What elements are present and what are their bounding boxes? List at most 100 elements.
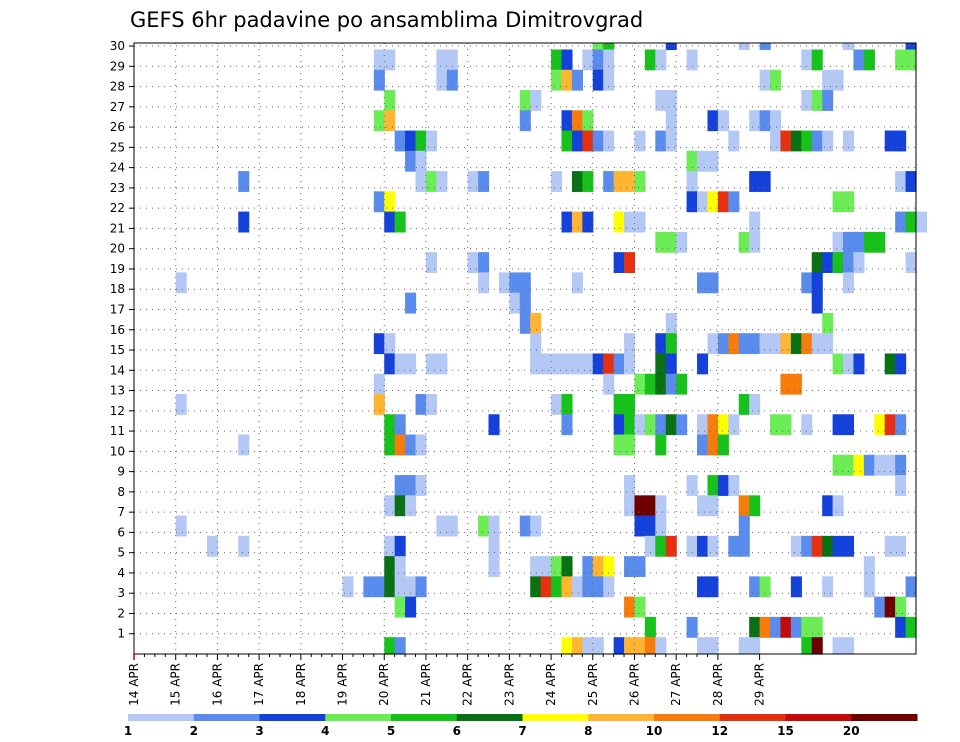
precip-cell xyxy=(749,110,761,132)
precip-cell xyxy=(759,576,771,598)
precip-cell xyxy=(582,171,594,192)
precip-cell xyxy=(394,556,406,577)
precip-cell xyxy=(624,211,636,233)
colorbar-label: 6 xyxy=(453,724,461,738)
precip-cell xyxy=(415,394,427,415)
precip-cell xyxy=(425,252,437,274)
precip-cell xyxy=(707,150,719,172)
precip-cell xyxy=(655,333,667,355)
precip-cell xyxy=(853,454,865,476)
precip-cell xyxy=(738,231,750,253)
precip-cell xyxy=(238,171,250,192)
precip-cell xyxy=(770,616,782,638)
y-tick-label: 29 xyxy=(110,59,125,73)
precip-cell xyxy=(905,576,917,598)
precip-cell xyxy=(728,414,740,436)
precip-cell xyxy=(394,535,406,557)
precip-cell xyxy=(749,576,761,598)
precip-cell xyxy=(832,495,844,517)
precip-cell xyxy=(384,414,396,436)
precip-cell xyxy=(634,637,646,655)
precip-cell xyxy=(905,43,917,51)
precip-cell xyxy=(624,333,636,355)
y-tick-label: 27 xyxy=(110,100,125,114)
x-tick-label: 16 APR xyxy=(210,663,224,706)
precip-cell xyxy=(655,535,667,557)
precip-cell xyxy=(665,90,677,111)
precip-cell xyxy=(884,596,896,618)
plot-frame xyxy=(133,42,917,655)
colorbar-swatch xyxy=(128,714,195,721)
precip-cell xyxy=(582,211,594,233)
precip-cell xyxy=(884,414,896,436)
precip-cell xyxy=(624,475,636,496)
precip-cell xyxy=(853,231,865,253)
y-tick-label: 26 xyxy=(110,120,125,134)
precip-cell xyxy=(717,333,729,355)
precip-cell xyxy=(530,556,542,577)
precip-cell xyxy=(405,292,417,314)
y-tick-label: 15 xyxy=(110,343,125,357)
precip-cell xyxy=(665,110,677,132)
precip-cell xyxy=(749,333,761,355)
precip-cell xyxy=(634,130,646,152)
precip-cell xyxy=(801,49,813,71)
precip-cell xyxy=(770,69,782,91)
precip-cell xyxy=(530,353,542,375)
precip-cell xyxy=(822,495,834,517)
y-tick-label: 28 xyxy=(110,80,125,94)
precip-cell xyxy=(384,191,396,213)
precip-cell xyxy=(561,211,573,233)
precip-cell xyxy=(571,171,583,192)
precip-cell xyxy=(582,576,594,598)
precip-cell xyxy=(811,49,823,71)
precip-cell xyxy=(592,576,604,598)
y-tick-label: 23 xyxy=(110,181,125,195)
precip-cell xyxy=(467,252,479,274)
precip-cell xyxy=(738,515,750,537)
precip-cell xyxy=(863,576,875,598)
y-tick-label: 18 xyxy=(110,282,125,296)
precip-cell xyxy=(405,576,417,598)
precip-cell xyxy=(697,535,709,557)
colorbar-label: 1 xyxy=(124,724,132,738)
colorbar-label: 2 xyxy=(190,724,198,738)
precip-cell xyxy=(801,333,813,355)
precip-cell xyxy=(749,616,761,638)
precip-cell xyxy=(749,211,761,233)
precip-cell xyxy=(519,272,531,294)
precip-cell xyxy=(551,69,563,91)
precip-cell xyxy=(571,211,583,233)
precip-cell xyxy=(561,637,573,655)
precip-cell xyxy=(895,535,907,557)
y-tick-label: 13 xyxy=(110,384,125,398)
precip-cell xyxy=(613,637,625,655)
precip-cell xyxy=(613,434,625,456)
precip-cell xyxy=(822,333,834,355)
precip-cell xyxy=(759,171,771,192)
precip-cell xyxy=(655,495,667,517)
precip-cell xyxy=(394,637,406,655)
precip-cell xyxy=(665,353,677,375)
precip-cell xyxy=(644,637,656,655)
y-tick-label: 14 xyxy=(110,363,125,377)
precip-cell xyxy=(603,171,615,192)
precip-cell xyxy=(175,272,187,294)
precip-cell xyxy=(603,43,615,51)
precip-cell xyxy=(530,576,542,598)
precip-cell xyxy=(874,414,886,436)
x-tick-label: 19 APR xyxy=(336,663,350,706)
precip-cell xyxy=(780,130,792,152)
precip-cell xyxy=(665,231,677,253)
precip-cell xyxy=(592,43,604,51)
precip-cell xyxy=(707,637,719,655)
colorbar-label: 7 xyxy=(518,724,526,738)
precip-cell xyxy=(686,191,698,213)
precip-cell xyxy=(373,49,385,71)
precip-cell xyxy=(582,353,594,375)
precip-cell xyxy=(206,535,219,557)
precip-cell xyxy=(811,272,823,294)
precip-cell xyxy=(394,414,406,436)
precip-cell xyxy=(488,556,500,577)
colorbar: 1 2 3 4 5 6 7 8 10 12 15 20 xyxy=(124,714,918,738)
